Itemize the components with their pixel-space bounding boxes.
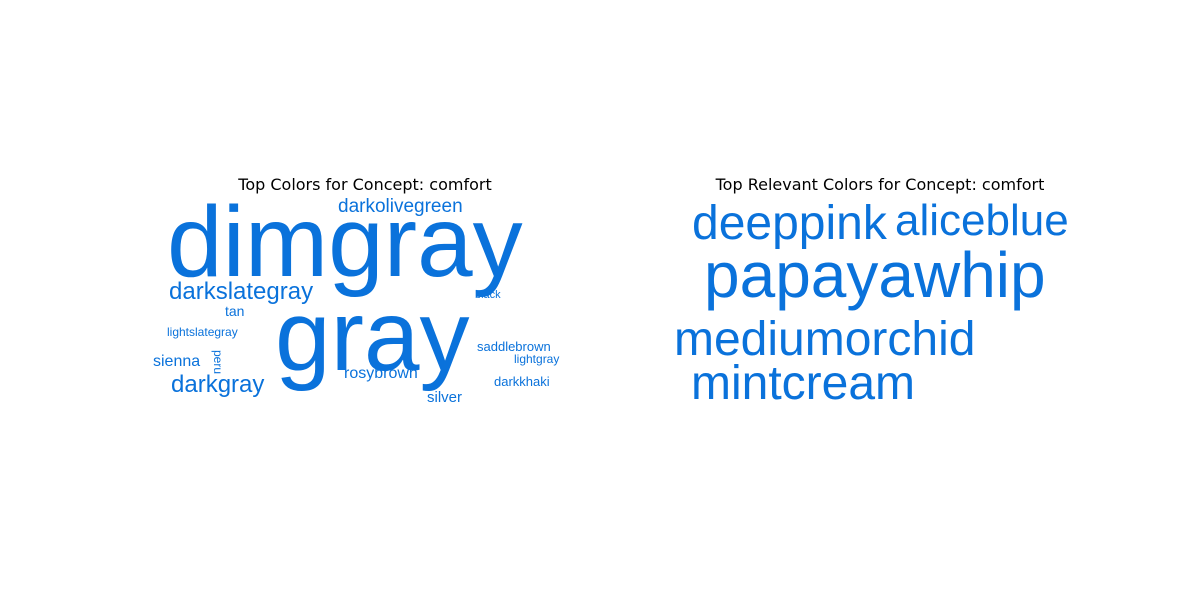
word-cloud: deeppink aliceblue papayawhip mediumorchid m…: [670, 170, 1090, 415]
cloud-word-mediumorchid: mediumorchid: [674, 313, 976, 366]
word-cloud-panel-left: Top Colors for Concept: comfort dimgray g…: [150, 170, 580, 415]
cloud-word-darkslategray: darkslategray: [169, 278, 314, 305]
cloud-word-aliceblue: aliceblue: [895, 196, 1069, 245]
cloud-word-gray: gray: [275, 280, 470, 392]
cloud-word-darkgray: darkgray: [171, 371, 265, 398]
word-cloud-panel-right: Top Relevant Colors for Concept: comfort…: [670, 170, 1090, 415]
cloud-word-mintcream: mintcream: [691, 357, 916, 410]
cloud-word-dimgray: dimgray: [167, 186, 523, 298]
cloud-word-darkkhaki: darkkhaki: [494, 374, 550, 389]
cloud-word-tan: tan: [225, 303, 245, 319]
cloud-word-saddlebrown: saddlebrown: [477, 339, 551, 354]
cloud-word-deeppink: deeppink: [692, 197, 887, 250]
cloud-word-lightgray: lightgray: [514, 352, 560, 366]
cloud-word-papayawhip: papayawhip: [704, 239, 1046, 311]
cloud-word-black: black: [475, 289, 501, 301]
cloud-word-silver: silver: [427, 389, 463, 406]
panel-title: Top Relevant Colors for Concept: comfort: [715, 175, 1045, 194]
cloud-word-lightslategray: lightslategray: [167, 325, 238, 339]
cloud-word-rosybrown: rosybrown: [344, 365, 418, 382]
panel-title: Top Colors for Concept: comfort: [238, 175, 492, 194]
word-cloud: dimgray gray darkolivegreen darkslategray bl…: [150, 170, 580, 415]
cloud-word-sienna: sienna: [153, 353, 201, 370]
cloud-word-darkolivegreen: darkolivegreen: [338, 196, 463, 217]
